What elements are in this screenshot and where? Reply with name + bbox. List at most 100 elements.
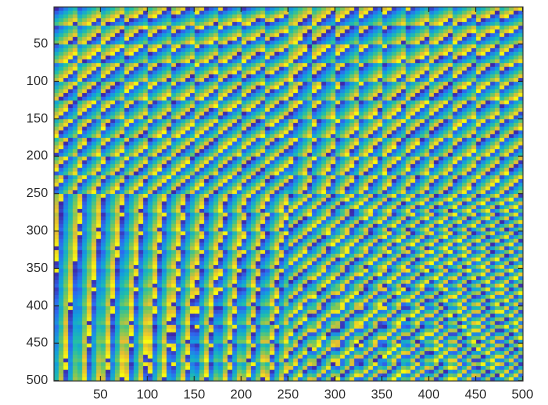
image-cell — [171, 44, 176, 48]
image-cell — [228, 22, 233, 26]
image-cell — [115, 130, 120, 134]
image-cell — [148, 160, 153, 164]
image-cell — [415, 183, 420, 187]
image-cell — [378, 59, 383, 63]
image-cell — [204, 130, 209, 134]
image-cell — [181, 187, 186, 191]
image-cell — [152, 37, 157, 41]
image-cell — [349, 59, 354, 63]
image-cell — [134, 104, 139, 108]
image-cell — [148, 130, 153, 134]
image-cell — [242, 179, 247, 183]
image-cell — [448, 112, 453, 116]
image-cell — [467, 142, 472, 146]
image-cell — [476, 179, 481, 183]
image-cell — [162, 190, 167, 194]
image-cell — [509, 86, 514, 90]
image-cell — [162, 97, 167, 101]
image-cell — [63, 115, 68, 119]
image-cell — [504, 29, 509, 33]
image-cell — [204, 153, 209, 157]
image-cell — [190, 183, 195, 187]
image-cell — [382, 37, 387, 41]
image-cell — [213, 183, 218, 187]
image-cell — [448, 168, 453, 172]
image-cell — [138, 29, 143, 33]
image-cell — [509, 115, 514, 119]
image-cell — [120, 37, 125, 41]
image-cell — [199, 179, 204, 183]
image-cell — [73, 18, 78, 22]
image-cell — [439, 44, 444, 48]
image-cell — [312, 37, 317, 41]
image-cell — [87, 86, 92, 90]
image-cell — [457, 175, 462, 179]
image-cell — [59, 33, 64, 37]
image-cell — [439, 130, 444, 134]
image-cell — [115, 115, 120, 119]
image-cell — [504, 168, 509, 172]
image-cell — [504, 112, 509, 116]
image-cell — [124, 172, 129, 176]
image-cell — [420, 59, 425, 63]
image-cell — [260, 82, 265, 86]
image-cell — [443, 97, 448, 101]
image-cell — [289, 44, 294, 48]
image-cell — [82, 119, 87, 123]
image-cell — [63, 48, 68, 52]
image-cell — [443, 18, 448, 22]
image-cell — [485, 112, 490, 116]
image-cell — [218, 130, 223, 134]
image-cell — [134, 142, 139, 146]
image-cell — [406, 29, 411, 33]
image-cell — [303, 157, 308, 161]
image-cell — [190, 48, 195, 52]
image-cell — [190, 138, 195, 142]
image-cell — [378, 18, 383, 22]
image-cell — [270, 41, 275, 45]
image-cell — [373, 187, 378, 191]
image-cell — [392, 74, 397, 78]
image-cell — [457, 18, 462, 22]
image-cell — [504, 183, 509, 187]
image-cell — [284, 18, 289, 22]
image-cell — [157, 37, 162, 41]
image-cell — [490, 130, 495, 134]
image-cell — [167, 183, 172, 187]
image-cell — [246, 112, 251, 116]
image-cell — [96, 14, 101, 18]
image-cell — [307, 71, 312, 75]
image-cell — [171, 112, 176, 116]
image-cell — [274, 112, 279, 116]
image-cell — [176, 86, 181, 90]
image-cell — [73, 130, 78, 134]
image-cell — [448, 14, 453, 18]
image-cell — [453, 138, 458, 142]
image-cell — [387, 179, 392, 183]
image-cell — [157, 56, 162, 60]
image-cell — [317, 48, 322, 52]
image-cell — [317, 160, 322, 164]
image-cell — [96, 52, 101, 56]
image-cell — [176, 14, 181, 18]
image-cell — [167, 134, 172, 138]
image-cell — [312, 82, 317, 86]
image-cell — [115, 142, 120, 146]
image-cell — [439, 22, 444, 26]
image-cell — [199, 101, 204, 105]
image-cell — [504, 11, 509, 15]
image-cell — [490, 14, 495, 18]
image-cell — [401, 138, 406, 142]
image-cell — [106, 142, 111, 146]
image-cell — [340, 59, 345, 63]
image-cell — [401, 104, 406, 108]
image-cell — [218, 48, 223, 52]
image-cell — [148, 41, 153, 45]
image-cell — [232, 157, 237, 161]
image-cell — [387, 86, 392, 90]
image-cell — [181, 56, 186, 60]
image-cell — [396, 41, 401, 45]
image-cell — [251, 123, 256, 127]
image-cell — [340, 119, 345, 123]
image-cell — [443, 149, 448, 153]
